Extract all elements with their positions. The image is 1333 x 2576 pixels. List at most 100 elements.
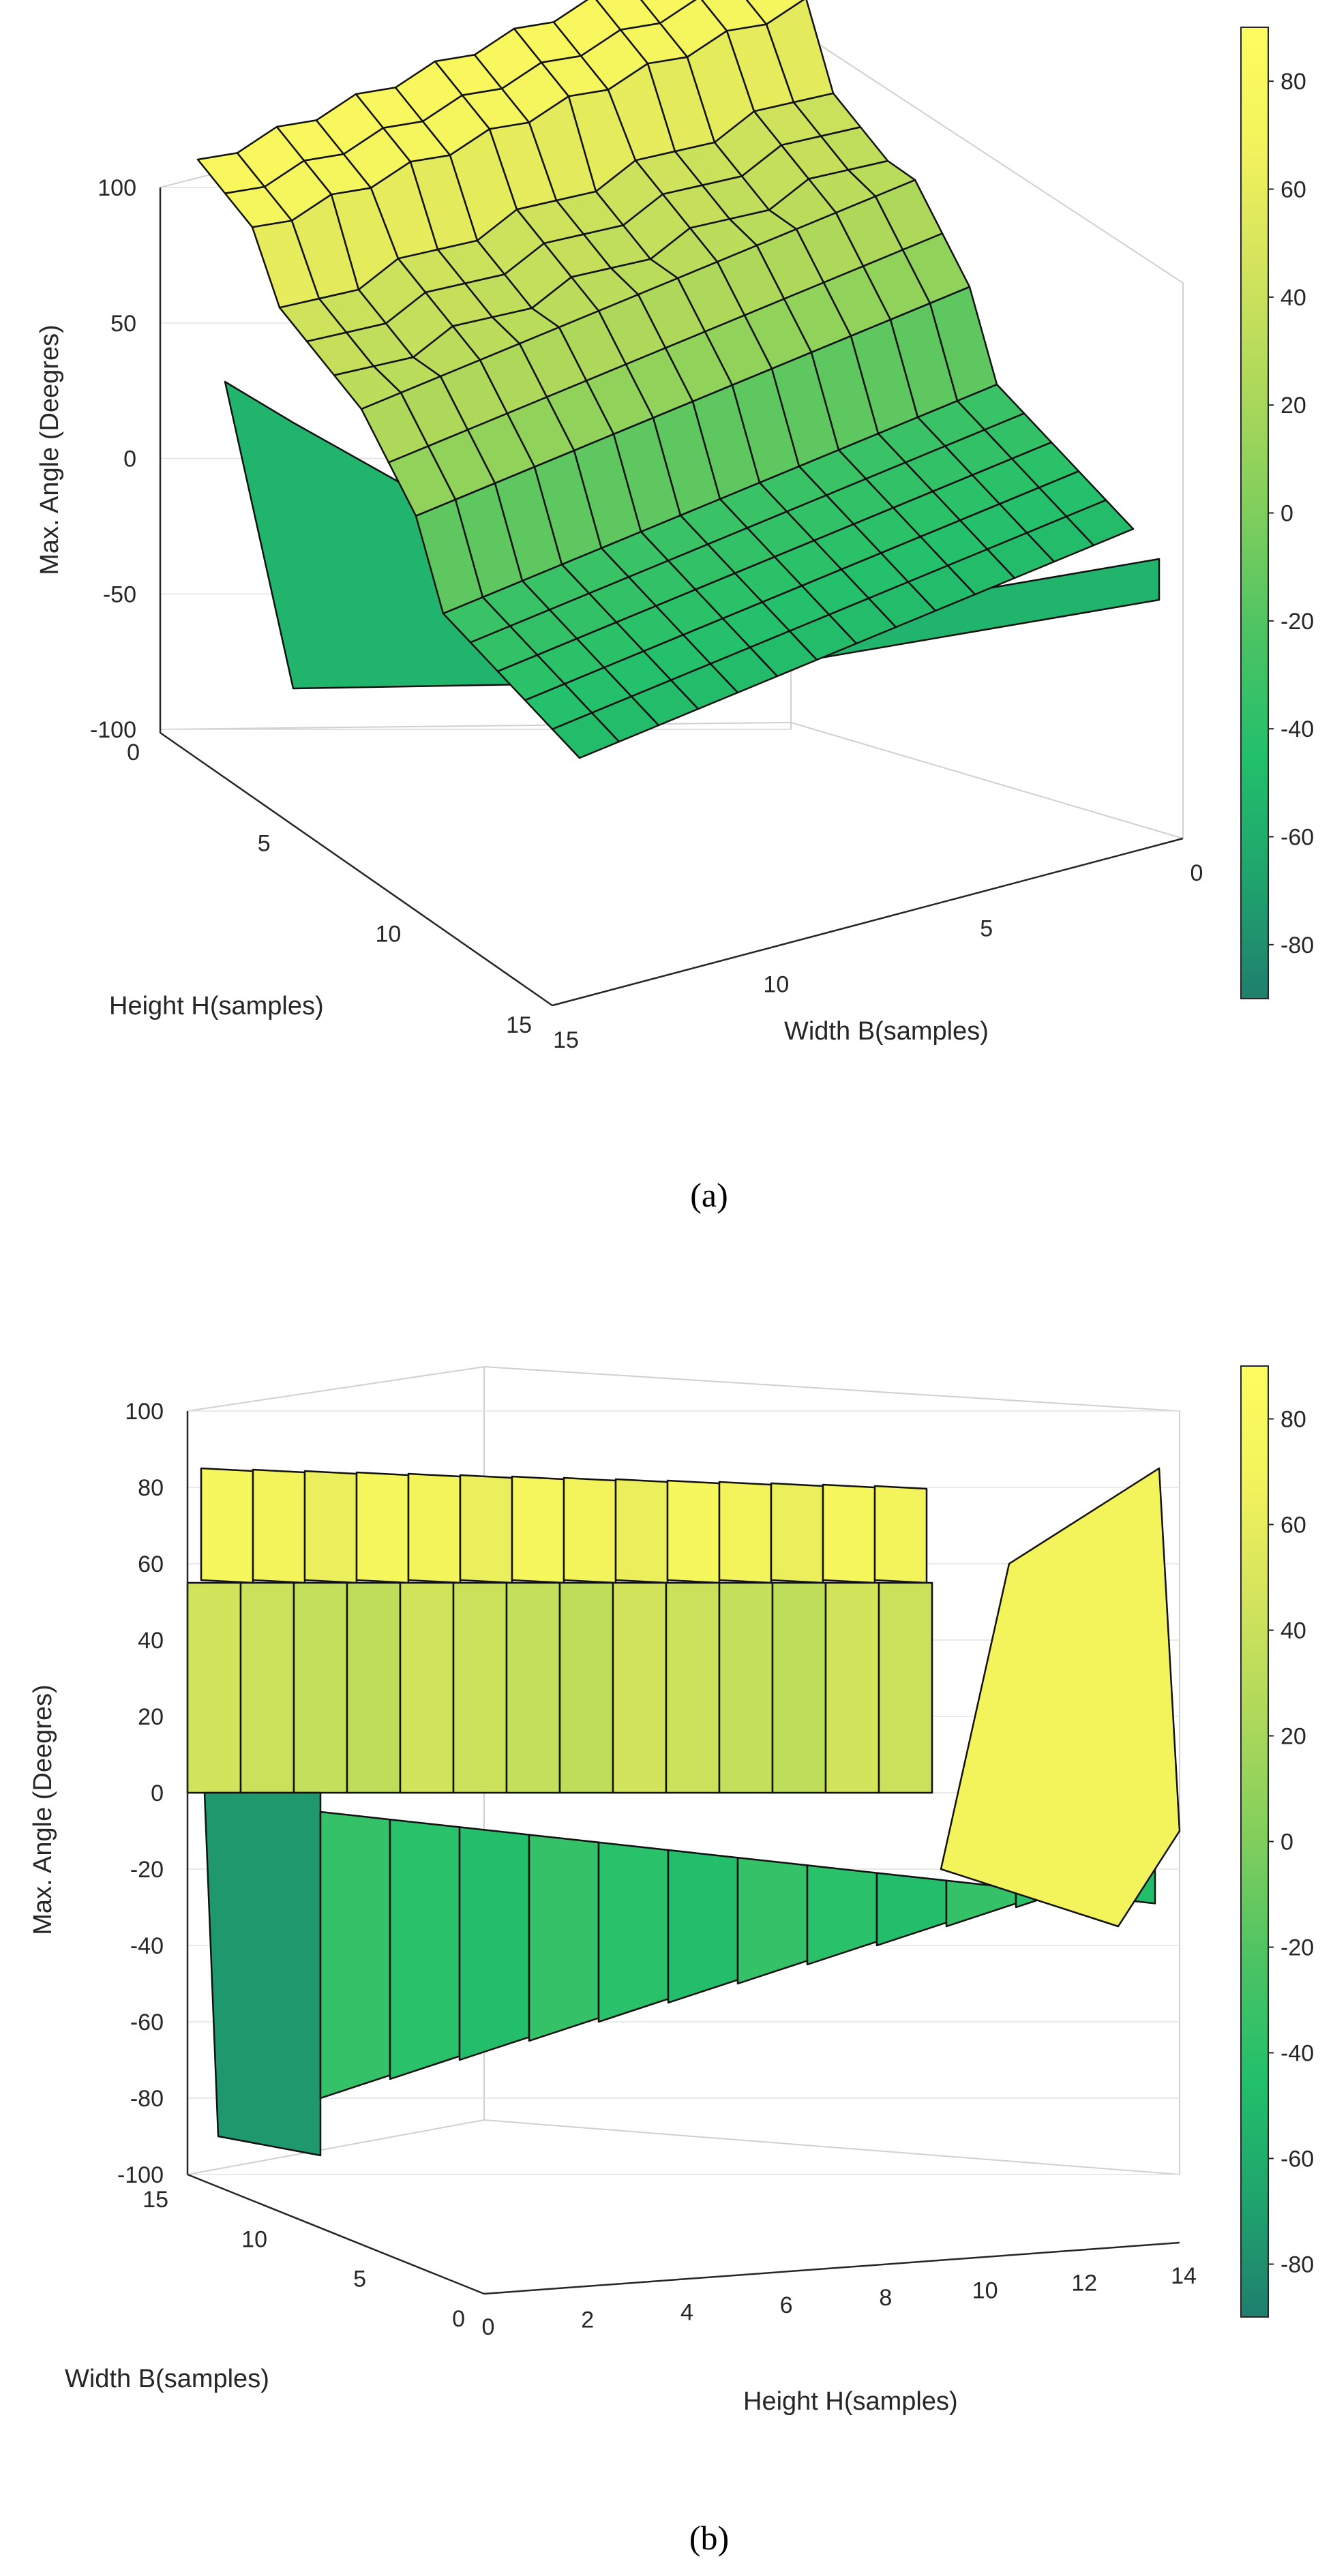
y-tick-label: 5 [980,916,993,942]
surface-facet [389,1818,461,2080]
axis-lines-a [159,187,1184,1007]
x-axis-line-b [483,2241,1180,2295]
x-tick-labels-b: 0 2 4 6 8 10 12 14 [482,2263,1197,2340]
surface-facet [252,1468,306,1584]
colorbar-tick-label: 60 [1280,1513,1306,1539]
surface-facet [718,1481,773,1584]
surface-facet [806,1864,878,1966]
colorbar-tick-label: -20 [1280,609,1314,635]
axis-lines-b [186,1411,1180,2295]
colorbar-tick-label: -60 [1280,825,1314,851]
y-tick-label: 0 [452,2306,465,2332]
colorbar-tick-label: 20 [1280,393,1306,419]
y-axis-line-b [187,2173,485,2295]
z-tick-label: -100 [90,717,136,743]
surface-facet [745,0,805,25]
z-tick-label: 0 [151,1781,164,1806]
x-tick-label: 0 [127,740,140,766]
surface-facet [612,1581,668,1794]
surface-facet [718,1581,774,1794]
y-tick-label: 5 [353,2267,366,2292]
surface-facet [770,1482,824,1584]
z-tick-label: -40 [130,1933,164,1959]
surface-facet [452,1581,508,1794]
x-tick-label: 10 [972,2277,998,2303]
colorbar-tick-label: 20 [1280,1724,1306,1750]
surface-facet [822,1483,876,1584]
z-tick-labels-b: 100 80 60 40 20 0 -20 -40 -60 -80 -100 [117,1399,164,2188]
y-tick-label: 15 [553,1027,579,1053]
surface-facet [667,1849,739,2004]
y-tick-label: 10 [763,971,789,997]
surface-b [186,1467,1181,2157]
x-tick-labels-a: 0 5 10 15 [127,740,532,1038]
colorbar-tick-label: 80 [1280,69,1306,95]
z-tick-label: -80 [130,2086,164,2112]
colorbar-tick-label: -60 [1280,2147,1314,2172]
x-tick-label: 6 [780,2292,793,2318]
colorbar-b [1240,1365,1269,2318]
surface-facet [293,1581,348,1794]
surface-facet [614,1478,669,1584]
z-tick-label: 20 [138,1704,164,1730]
surface-facet [940,1467,1181,1928]
surface-facet [528,1834,600,2042]
surface-facet [239,1581,295,1794]
floor-back-a [160,722,792,730]
x-axis-line-a [160,731,553,1007]
surface-facet [200,1467,254,1584]
colorbar-tick-label: 0 [1280,1830,1293,1855]
surface-facet [459,1474,513,1584]
colorbar-tick-label: 60 [1280,177,1306,203]
surface-facet [355,1471,410,1584]
z-tick-label: 100 [98,175,136,201]
surface-facet [665,1581,721,1794]
floor-right-a [790,722,1184,839]
surface-facet [458,1826,530,2061]
surface-facet [597,1841,670,2023]
z-tick-label: 80 [138,1475,164,1501]
surface-facet [666,1479,721,1584]
y-tick-label: 15 [143,2187,168,2213]
colorbar-a [1240,27,1269,999]
surface-facet [878,1581,933,1794]
colorbar-ticks-a: 80 60 40 20 0 -20 -40 -60 -80 [1268,69,1314,958]
y-tick-labels-a: 15 10 5 0 [553,860,1203,1053]
back-wall-right-a [790,25,1184,838]
surface-facet [505,1581,561,1794]
colorbar-tick-label: -40 [1280,716,1314,742]
colorbar-tick-label: -40 [1280,2041,1314,2067]
z-tick-label: 100 [125,1399,164,1425]
y-axis-label-b: Width B(samples) [65,2365,269,2393]
surface-facet [186,1581,242,1794]
colorbar-tick-label: -80 [1280,933,1314,958]
surface-facet [563,1476,617,1584]
x-axis-label-a: Height H(samples) [109,992,324,1020]
chart-panel-a: 100 50 0 -50 -100 0 5 10 15 15 10 5 0 Max. Angle (… [0,0,1333,1247]
colorbar-ticks-b: 80 60 40 20 0 -20 -40 -60 -80 [1268,1407,1314,2278]
floor-right-b [483,2119,1180,2175]
surface-facet [875,1872,948,1947]
z-tick-label: 50 [110,311,136,337]
z-tick-label: -100 [117,2162,164,2188]
y-tick-label: 0 [1190,860,1203,886]
surface-facet [346,1581,402,1794]
surface-facet [873,1485,928,1584]
z-axis-label-a: Max. Angle (Deegres) [35,324,64,575]
z-tick-label: -20 [130,1857,164,1883]
z-axis-label-b: Max. Angle (Deegres) [29,1684,57,1935]
caption-a: (a) [690,1176,728,1214]
colorbar-tick-label: 80 [1280,1407,1306,1433]
surface-facet [736,1856,809,1985]
surface-facet [203,1791,322,2157]
surface-a [196,0,1160,759]
surface-facet [511,1475,565,1584]
x-tick-label: 4 [680,2300,693,2326]
x-tick-label: 12 [1071,2271,1097,2297]
surface-facet [303,1470,358,1584]
x-tick-label: 2 [581,2307,594,2333]
x-tick-label: 10 [376,922,402,948]
z-tick-labels-a: 100 50 0 -50 -100 [90,175,136,743]
x-axis-label-b: Height H(samples) [743,2387,958,2416]
